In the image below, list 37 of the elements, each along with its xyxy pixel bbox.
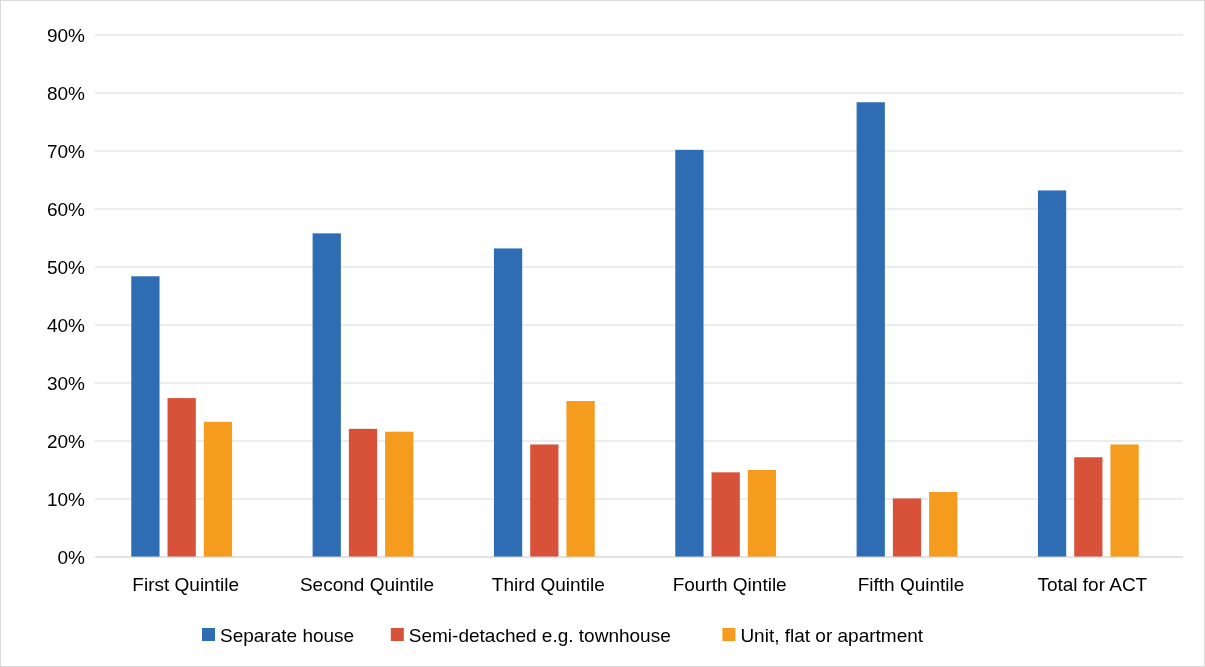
y-tick-label: 90% (46, 24, 86, 46)
y-tick-label: 50% (46, 256, 86, 278)
legend-label: Semi-detached e.g. townhouse (408, 624, 671, 646)
bar (312, 233, 341, 557)
bar (711, 472, 740, 557)
bar (1110, 444, 1139, 557)
y-tick-label: 30% (46, 372, 86, 394)
bar (1037, 190, 1067, 557)
bar (493, 248, 523, 557)
bar (929, 492, 958, 557)
x-tick-label: Second Quintile (299, 574, 435, 595)
bar (203, 421, 233, 557)
x-tick-label: Total for ACT (1037, 574, 1148, 595)
y-tick-label: 60% (46, 198, 86, 220)
y-tick-label: 10% (46, 488, 86, 510)
x-tick-label: First Quintile (132, 574, 239, 595)
legend-label: Separate house (220, 624, 355, 646)
y-tick-label: 80% (46, 82, 86, 104)
y-tick-label: 0% (57, 546, 86, 568)
bar (675, 149, 704, 557)
y-tick-label: 70% (46, 140, 86, 162)
bar (856, 102, 885, 557)
bar (1074, 457, 1103, 557)
bar (385, 431, 414, 557)
bar (167, 398, 196, 557)
bar (892, 498, 922, 557)
bar (348, 428, 378, 557)
bar (747, 470, 777, 557)
y-tick-label: 40% (46, 314, 86, 336)
x-tick-label: Fifth Quintile (857, 574, 965, 595)
bar (566, 400, 595, 557)
y-tick-label: 20% (46, 430, 86, 452)
x-tick-label: Third Quintile (491, 574, 605, 595)
bar (131, 276, 160, 557)
bar (530, 444, 559, 557)
x-tick-label: Fourth Qintile (672, 574, 787, 595)
legend-label: Unit, flat or apartment (740, 624, 924, 646)
